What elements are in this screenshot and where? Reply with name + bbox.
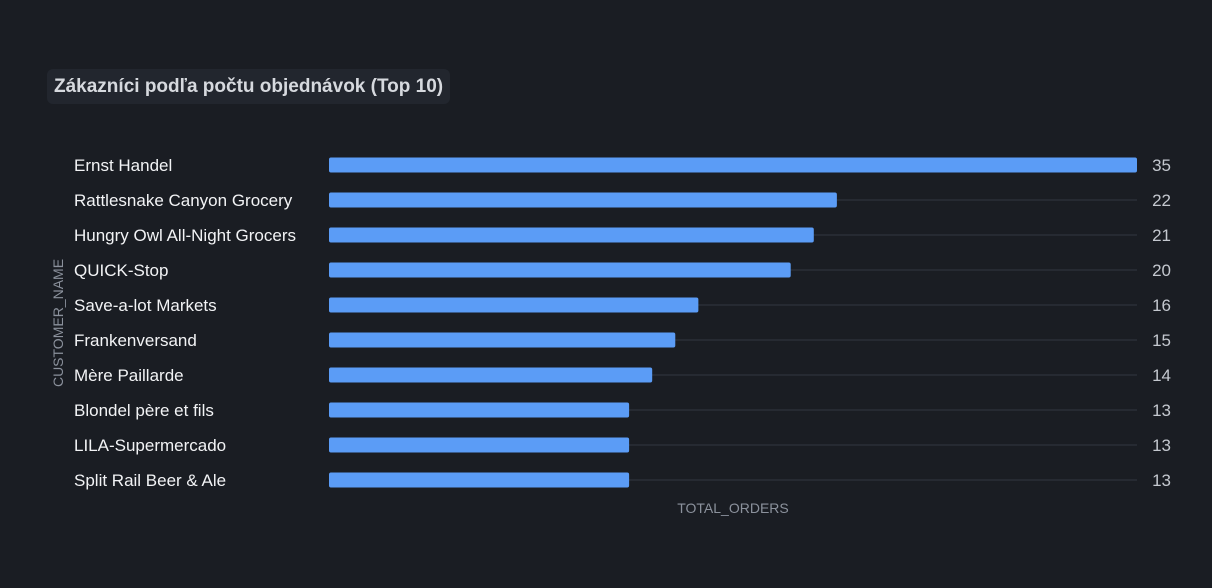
category-label: LILA-Supermercado [74, 436, 226, 455]
bar[interactable] [329, 157, 1137, 173]
category-label: Split Rail Beer & Ale [74, 471, 226, 490]
value-label: 13 [1152, 401, 1171, 420]
value-label: 21 [1152, 226, 1171, 245]
category-label: Mère Paillarde [74, 366, 184, 385]
value-label: 15 [1152, 331, 1171, 350]
value-label: 35 [1152, 156, 1171, 175]
value-label: 13 [1152, 471, 1171, 490]
value-label: 16 [1152, 296, 1171, 315]
category-label: Save-a-lot Markets [74, 296, 217, 315]
value-label: 13 [1152, 436, 1171, 455]
category-label: Blondel père et fils [74, 401, 214, 420]
category-label: Hungry Owl All-Night Grocers [74, 226, 296, 245]
bar[interactable] [329, 262, 791, 278]
chart-title: Zákazníci podľa počtu objednávok (Top 10… [54, 75, 444, 97]
bars-group [329, 157, 1137, 488]
category-label: Rattlesnake Canyon Grocery [74, 191, 293, 210]
bar[interactable] [329, 192, 837, 208]
bar[interactable] [329, 472, 630, 488]
value-labels: 35 22 21 20 16 15 14 13 13 13 [1152, 156, 1171, 490]
value-label: 20 [1152, 261, 1171, 280]
category-label: QUICK-Stop [74, 261, 168, 280]
chart-title-box: Zákazníci podľa počtu objednávok (Top 10… [47, 69, 451, 104]
bar[interactable] [329, 402, 630, 418]
category-labels: Ernst Handel Rattlesnake Canyon Grocery Hu… [74, 156, 296, 490]
grid-tracks [329, 164, 1137, 481]
y-axis-title: CUSTOMER_NAME [50, 259, 66, 387]
bar[interactable] [329, 437, 630, 453]
value-label: 14 [1152, 366, 1171, 385]
bar[interactable] [329, 227, 814, 243]
x-axis-title: TOTAL_ORDERS [677, 500, 789, 516]
bar[interactable] [329, 367, 653, 383]
bar[interactable] [329, 297, 699, 313]
bar[interactable] [329, 332, 676, 348]
category-label: Ernst Handel [74, 156, 172, 175]
value-label: 22 [1152, 191, 1171, 210]
category-label: Frankenversand [74, 331, 197, 350]
